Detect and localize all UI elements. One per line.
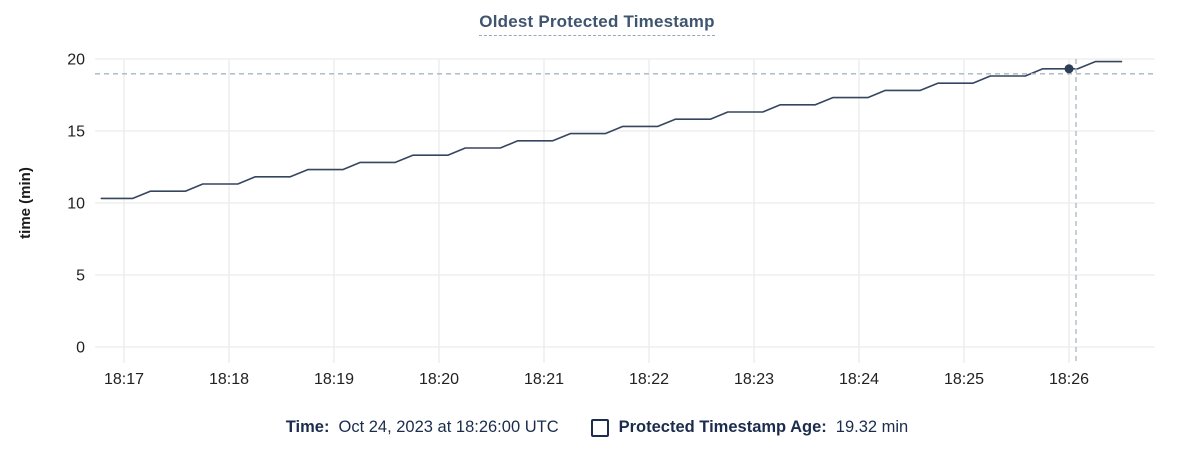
y-tick-label: 15 bbox=[67, 124, 85, 141]
y-tick-label: 10 bbox=[67, 196, 85, 213]
time-value: Oct 24, 2023 at 18:26:00 UTC bbox=[338, 418, 559, 436]
time-label: Time: bbox=[285, 418, 330, 436]
hover-time-readout: Time: Oct 24, 2023 at 18:26:00 UTC bbox=[286, 418, 559, 437]
chart-header: Oldest Protected Timestamp bbox=[0, 0, 1194, 40]
series-line-protected-timestamp-age bbox=[100, 60, 1123, 200]
legend-item-protected-timestamp-age[interactable]: Protected Timestamp Age: 19.32 min bbox=[590, 418, 909, 437]
legend-series-label: Protected Timestamp Age: bbox=[618, 418, 827, 436]
x-tick-label: 18:24 bbox=[839, 371, 879, 388]
x-tick-label: 18:19 bbox=[314, 371, 354, 388]
y-axis-title: time (min) bbox=[17, 167, 34, 239]
y-tick-label: 0 bbox=[76, 340, 85, 357]
chart-title[interactable]: Oldest Protected Timestamp bbox=[479, 12, 715, 36]
x-tick-label: 18:21 bbox=[524, 371, 564, 388]
x-tick-label: 18:23 bbox=[734, 371, 774, 388]
chart-legend-bar: Time: Oct 24, 2023 at 18:26:00 UTC Prote… bbox=[0, 418, 1194, 437]
x-tick-label: 18:17 bbox=[104, 371, 144, 388]
y-tick-label: 5 bbox=[76, 268, 85, 285]
y-tick-label: 20 bbox=[67, 52, 85, 69]
hover-point-dot bbox=[1064, 64, 1074, 74]
x-tick-label: 18:22 bbox=[629, 371, 669, 388]
x-tick-label: 18:25 bbox=[944, 371, 984, 388]
legend-series-swatch-icon[interactable] bbox=[590, 418, 609, 437]
x-tick-label: 18:18 bbox=[209, 371, 249, 388]
x-tick-label: 18:20 bbox=[419, 371, 459, 388]
legend-series-value: 19.32 min bbox=[835, 418, 909, 436]
x-tick-label: 18:26 bbox=[1049, 371, 1089, 388]
chart-plot-area[interactable]: 0 5 10 15 20 18:17 18:18 18:19 18:20 18:21 18:22 18… bbox=[0, 40, 1194, 392]
